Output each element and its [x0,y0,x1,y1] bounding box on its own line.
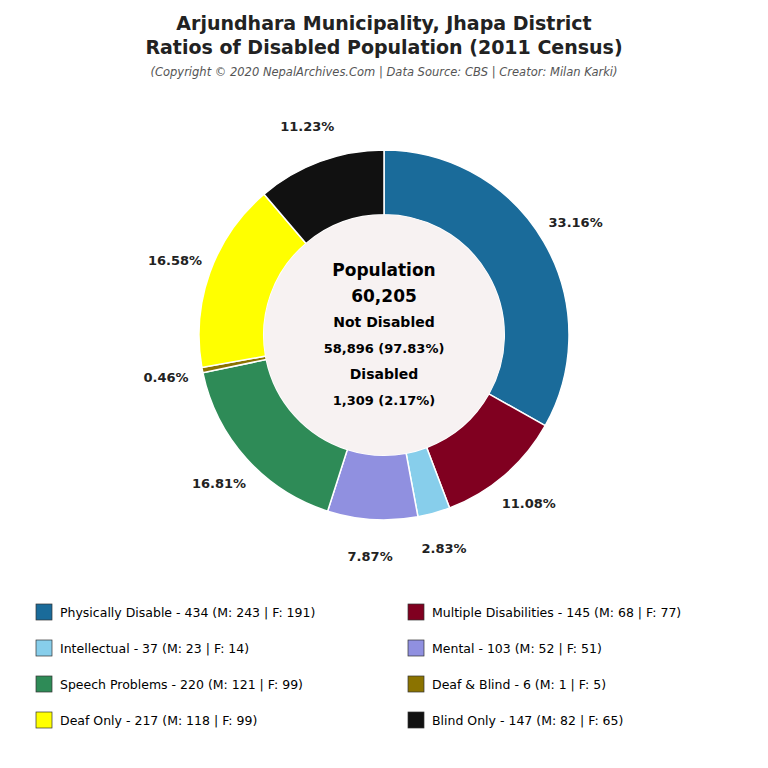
data-label: 2.83% [421,541,466,556]
legend-label: Physically Disable - 434 (M: 243 | F: 19… [60,605,315,620]
data-label: 16.81% [192,476,246,491]
center-circle [264,215,505,456]
center-text: 60,205 [351,286,417,306]
legend-label: Blind Only - 147 (M: 82 | F: 65) [432,713,623,728]
center-text: 1,309 (2.17%) [333,393,436,408]
center-text: Not Disabled [333,314,434,330]
legend-swatch [408,640,424,656]
legend: Physically Disable - 434 (M: 243 | F: 19… [36,604,681,728]
legend-swatch [408,712,424,728]
data-label: 11.08% [502,496,556,511]
legend-swatch [36,604,52,620]
center-text: Population [332,260,435,280]
chart: Arjundhara Municipality, Jhapa DistrictR… [0,0,768,768]
data-label: 11.23% [280,119,334,134]
data-label: 0.46% [143,370,188,385]
legend-label: Mental - 103 (M: 52 | F: 51) [432,641,602,656]
legend-label: Multiple Disabilities - 145 (M: 68 | F: … [432,605,681,620]
center-text: 58,896 (97.83%) [324,341,445,356]
data-labels: 33.16% 11.08% 2.83% 7.87% 16.81% 0.46% 16.58% 1… [143,119,602,564]
legend-swatch [36,676,52,692]
data-label: 16.58% [148,253,202,268]
center-text: Disabled [350,366,419,382]
legend-swatch [36,712,52,728]
donut [199,150,569,520]
data-label: 7.87% [348,549,393,564]
legend-label: Intellectual - 37 (M: 23 | F: 14) [60,641,249,656]
legend-label: Deaf Only - 217 (M: 118 | F: 99) [60,713,257,728]
data-label: 33.16% [549,215,603,230]
legend-swatch [408,676,424,692]
title: Ratios of Disabled Population (2011 Cens… [145,36,622,58]
title: Arjundhara Municipality, Jhapa District [176,12,591,34]
legend-swatch [408,604,424,620]
legend-label: Deaf & Blind - 6 (M: 1 | F: 5) [432,677,606,692]
subtitle: (Copyright © 2020 NepalArchives.Com | Da… [150,65,617,79]
legend-label: Speech Problems - 220 (M: 121 | F: 99) [60,677,303,692]
legend-swatch [36,640,52,656]
